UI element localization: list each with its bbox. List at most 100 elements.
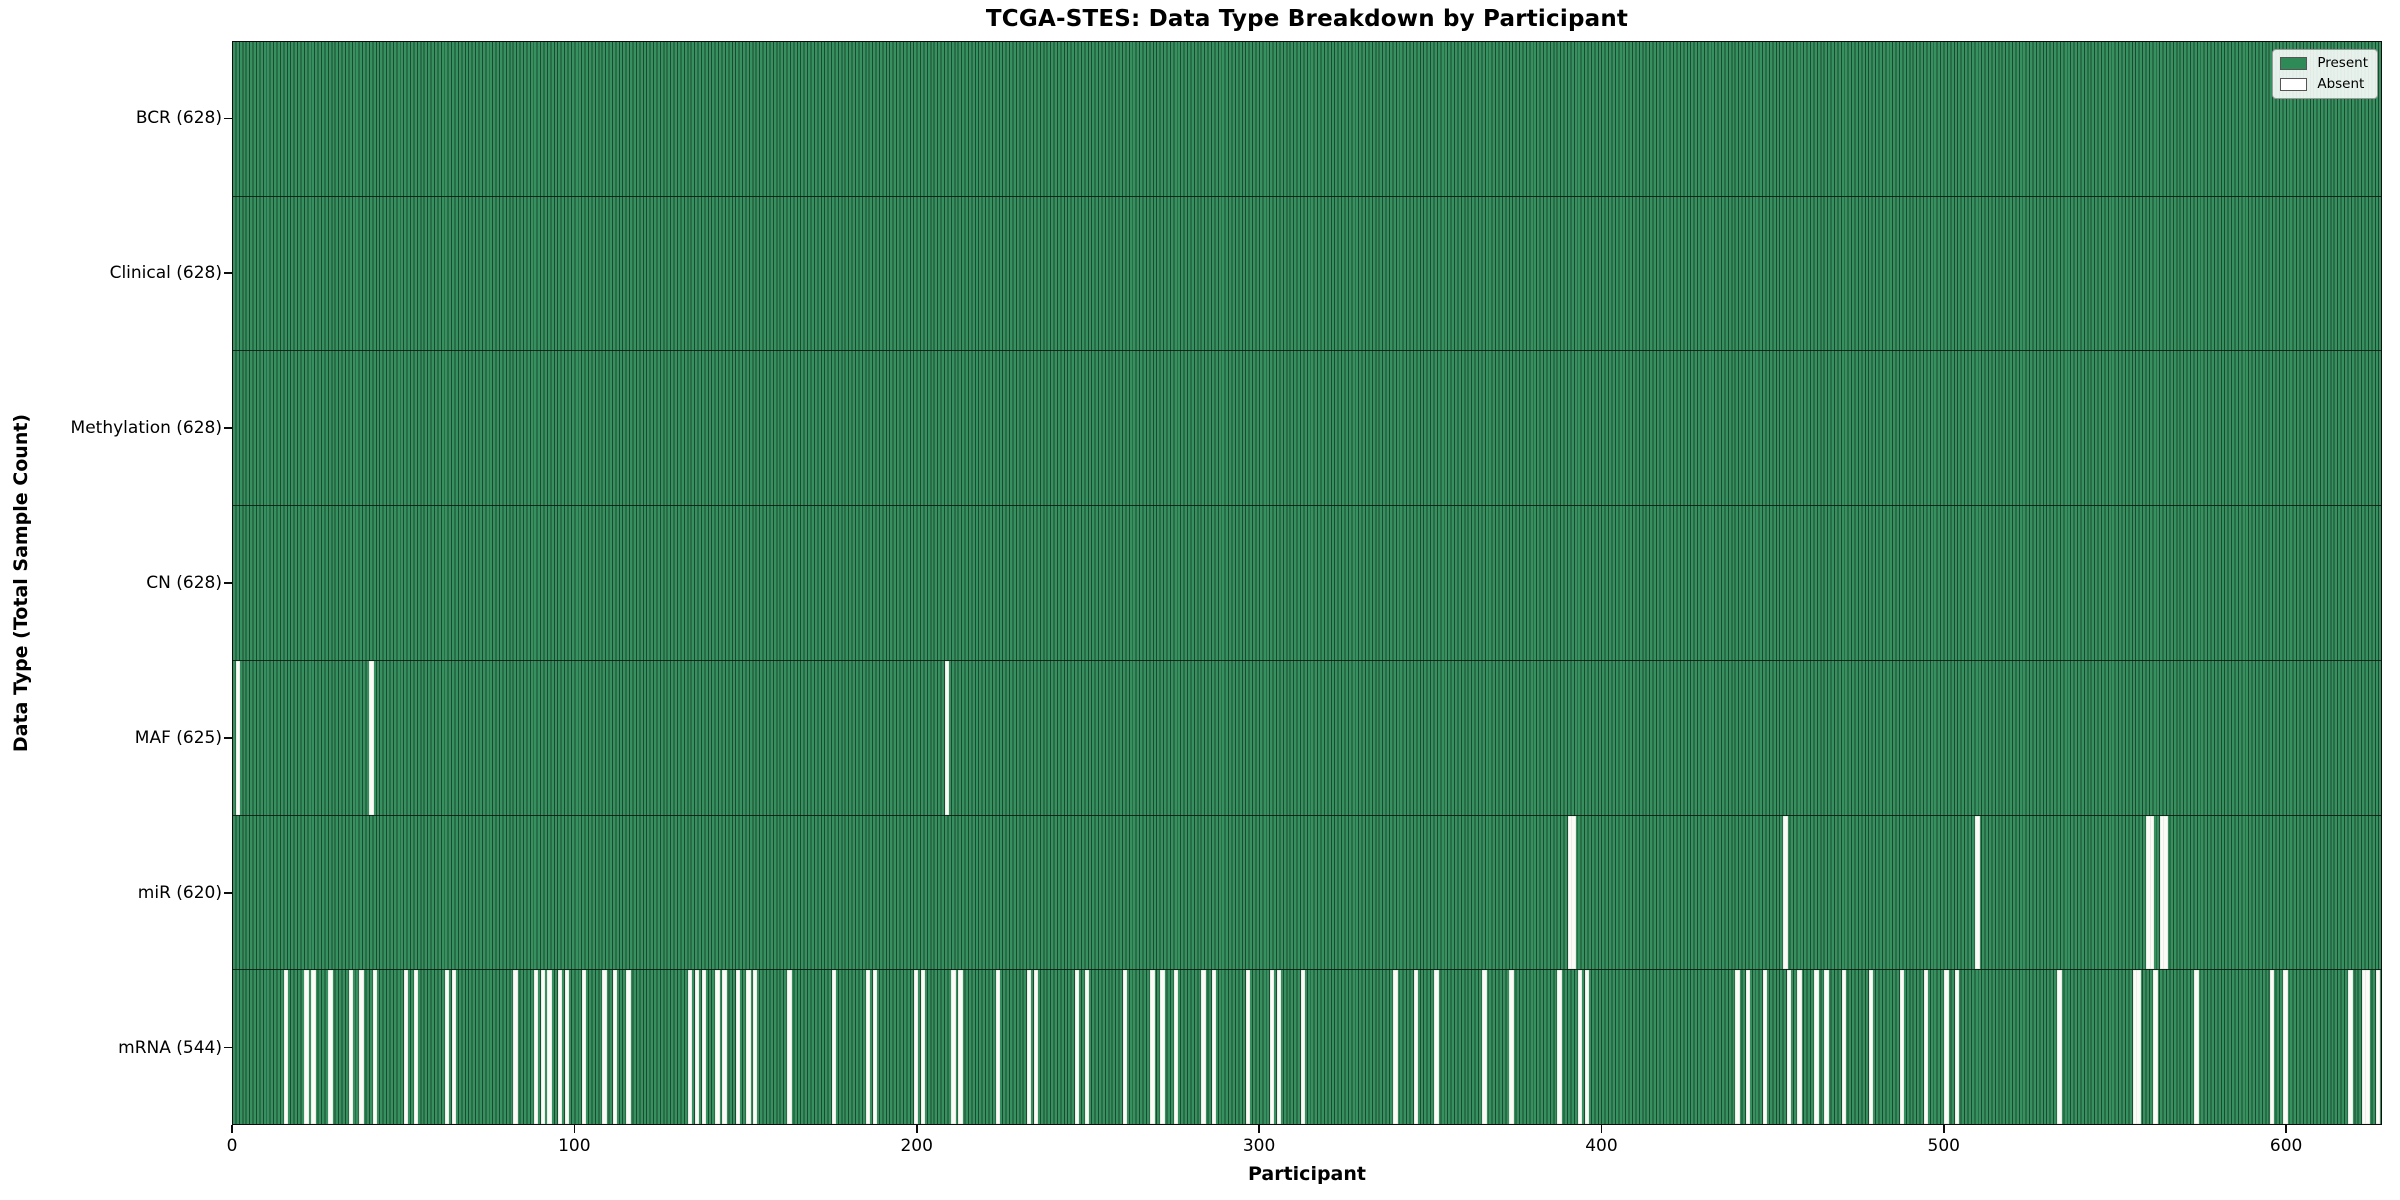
absent-gap <box>348 970 354 1125</box>
y-tick-label-Clinical: Clinical (628) <box>109 263 222 284</box>
row-miR <box>233 815 2381 971</box>
absent-gap <box>369 660 374 815</box>
row-Methylation <box>233 351 2381 507</box>
absent-gap <box>1814 970 1819 1125</box>
absent-gap <box>2057 970 2062 1125</box>
absent-gap <box>687 970 693 1125</box>
legend-label-absent: Absent <box>2317 76 2365 92</box>
absent-gap <box>2132 970 2138 1125</box>
absent-gap <box>701 970 707 1125</box>
plot-area: Present Absent <box>232 41 2382 1125</box>
absent-gap <box>1300 970 1306 1125</box>
absent-gap <box>1954 970 1960 1125</box>
absent-gap <box>2153 970 2158 1125</box>
y-tick-mark <box>224 737 232 739</box>
y-tick-label-CN: CN (628) <box>146 573 222 593</box>
absent-gap <box>2361 970 2367 1125</box>
y-tick-mark <box>224 427 232 430</box>
absent-gap <box>612 970 618 1125</box>
absent-gap <box>1173 970 1179 1125</box>
absent-gap <box>2348 970 2353 1125</box>
y-tick-label-BCR: BCR (628) <box>135 108 222 129</box>
absent-gap <box>513 970 518 1125</box>
absent-gap <box>1571 815 1576 970</box>
absent-gap <box>328 970 333 1125</box>
y-tick-label-miR: miR (620) <box>137 882 222 903</box>
x-tick-mark <box>231 1125 233 1133</box>
absent-gap <box>872 970 878 1125</box>
x-tick-label-500: 500 <box>1927 1136 1961 1156</box>
absent-gap <box>403 970 409 1125</box>
absent-gap <box>311 970 316 1125</box>
absent-gap <box>1797 970 1802 1125</box>
absent-gap <box>958 970 963 1125</box>
x-tick-label-600: 600 <box>2269 1136 2303 1156</box>
x-tick-label-200: 200 <box>900 1136 933 1156</box>
absent-gap <box>2163 815 2168 970</box>
absent-gap <box>2269 970 2275 1125</box>
absent-gap <box>944 660 950 815</box>
absent-gap <box>1122 970 1128 1125</box>
absent-gap <box>1762 970 1768 1125</box>
absent-gap <box>1276 970 1282 1125</box>
absent-gap <box>831 970 837 1125</box>
legend-entry-present: Present <box>2280 55 2368 71</box>
absent-swatch-icon <box>2280 77 2308 91</box>
absent-gap <box>359 970 364 1125</box>
absent-gap <box>1899 970 1905 1125</box>
absent-gap <box>1824 970 1829 1125</box>
absent-gap <box>1211 970 1217 1125</box>
x-tick-mark <box>1942 1125 1945 1133</box>
absent-gap <box>865 970 871 1125</box>
absent-gap <box>444 970 450 1125</box>
x-tick-mark <box>2285 1125 2288 1133</box>
y-tick-mark <box>224 272 232 275</box>
x-tick-mark <box>1600 1125 1603 1133</box>
absent-gap <box>1923 970 1929 1125</box>
absent-gap <box>1783 815 1788 970</box>
absent-gap <box>451 970 457 1125</box>
absent-gap <box>951 970 956 1125</box>
absent-gap <box>533 970 539 1125</box>
absent-gap <box>1735 970 1740 1125</box>
row-mRNA <box>233 970 2381 1125</box>
absent-gap <box>581 970 587 1125</box>
absent-gap <box>1557 970 1562 1125</box>
absent-gap <box>1786 970 1792 1125</box>
absent-gap <box>2194 970 2199 1125</box>
absent-gap <box>694 970 700 1125</box>
absent-gap <box>2159 815 2165 970</box>
absent-gap <box>235 660 241 815</box>
y-tick-label-Methylation: Methylation (628) <box>70 418 222 439</box>
legend-label-present: Present <box>2317 55 2368 71</box>
absent-gap <box>2146 815 2151 970</box>
x-tick-mark <box>1258 1125 1260 1133</box>
legend: Present Absent <box>2272 49 2378 99</box>
absent-gap <box>746 970 751 1125</box>
absent-gap <box>1026 970 1032 1125</box>
absent-gap <box>920 970 926 1125</box>
x-tick-label-100: 100 <box>558 1136 591 1156</box>
absent-gap <box>715 970 720 1125</box>
absent-gap <box>1567 815 1573 970</box>
absent-gap <box>1413 970 1419 1125</box>
absent-gap <box>913 970 919 1125</box>
absent-gap <box>372 970 378 1125</box>
absent-gap <box>1944 970 1949 1125</box>
absent-gap <box>626 970 631 1125</box>
absent-gap <box>540 970 546 1125</box>
row-CN <box>233 506 2381 661</box>
y-tick-label-mRNA: mRNA (544) <box>118 1037 222 1058</box>
absent-gap <box>2149 815 2155 970</box>
absent-gap <box>602 970 607 1125</box>
absent-gap <box>995 970 1001 1125</box>
row-Clinical <box>233 196 2381 352</box>
absent-gap <box>1033 970 1039 1125</box>
x-tick-label-400: 400 <box>1585 1136 1618 1156</box>
x-tick-mark <box>573 1125 576 1133</box>
absent-gap <box>564 970 570 1125</box>
x-tick-mark <box>915 1125 918 1133</box>
chart-title: TCGA-STES: Data Type Breakdown by Partic… <box>985 6 1629 32</box>
absent-gap <box>283 970 289 1125</box>
x-tick-label-0: 0 <box>226 1136 238 1156</box>
